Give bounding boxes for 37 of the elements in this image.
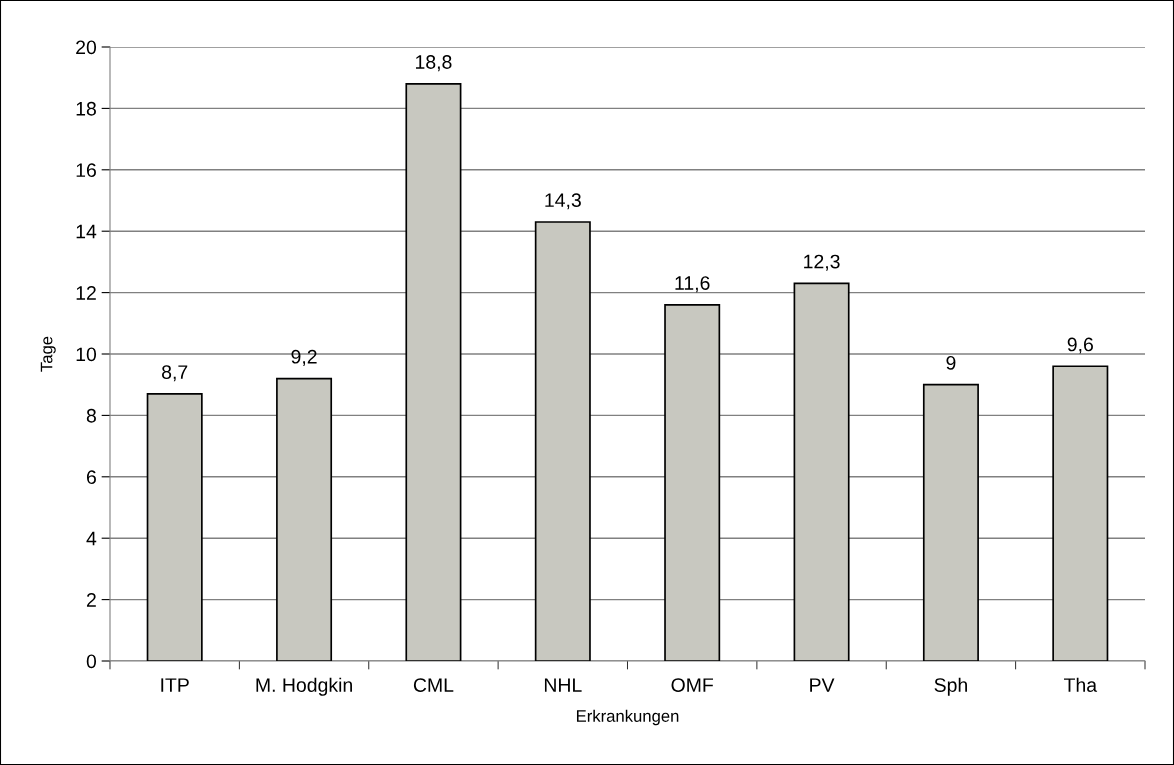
x-tick-label: ITP xyxy=(161,678,189,692)
y-tick-label: 6 xyxy=(86,470,96,485)
data-label: 11,6 xyxy=(675,276,710,293)
bar xyxy=(793,282,850,661)
bar xyxy=(405,83,462,661)
x-tick-label: CML xyxy=(413,678,454,692)
y-tick-label: 2 xyxy=(86,593,96,607)
x-tick-label: M. Hodgkin xyxy=(256,677,352,696)
y-tick-label: 12 xyxy=(76,286,96,300)
bar xyxy=(664,304,721,661)
y-tick-label: 18 xyxy=(76,101,96,116)
bar xyxy=(276,377,333,661)
data-label: 9,6 xyxy=(1067,337,1093,354)
data-label: 18,8 xyxy=(416,55,452,72)
data-label: 8,7 xyxy=(162,365,188,382)
data-label: 14,3 xyxy=(545,193,581,210)
bar xyxy=(534,221,591,661)
x-tick-label: PV xyxy=(810,678,835,692)
x-axis-title: Erkrankungen xyxy=(576,709,679,726)
x-tick-label: Tha xyxy=(1064,677,1098,692)
bar xyxy=(922,383,979,661)
y-tick-label: 4 xyxy=(86,531,97,546)
bar xyxy=(146,393,203,661)
x-tick-label: Sph xyxy=(934,677,967,696)
data-label: 12,3 xyxy=(804,254,840,271)
x-tick-label: OMF xyxy=(671,678,714,692)
y-tick-label: 16 xyxy=(76,163,96,178)
y-tick-label: 20 xyxy=(76,40,97,55)
bar xyxy=(1052,365,1109,661)
data-label: 9 xyxy=(946,355,956,370)
y-tick-label: 10 xyxy=(76,347,97,362)
x-tick-label: NHL xyxy=(544,678,582,692)
y-axis-title: Tage xyxy=(40,336,56,372)
y-tick-label: 0 xyxy=(86,654,97,669)
data-label: 9,2 xyxy=(291,349,317,366)
y-tick-label: 8 xyxy=(86,408,96,423)
y-tick-label: 14 xyxy=(76,224,97,239)
